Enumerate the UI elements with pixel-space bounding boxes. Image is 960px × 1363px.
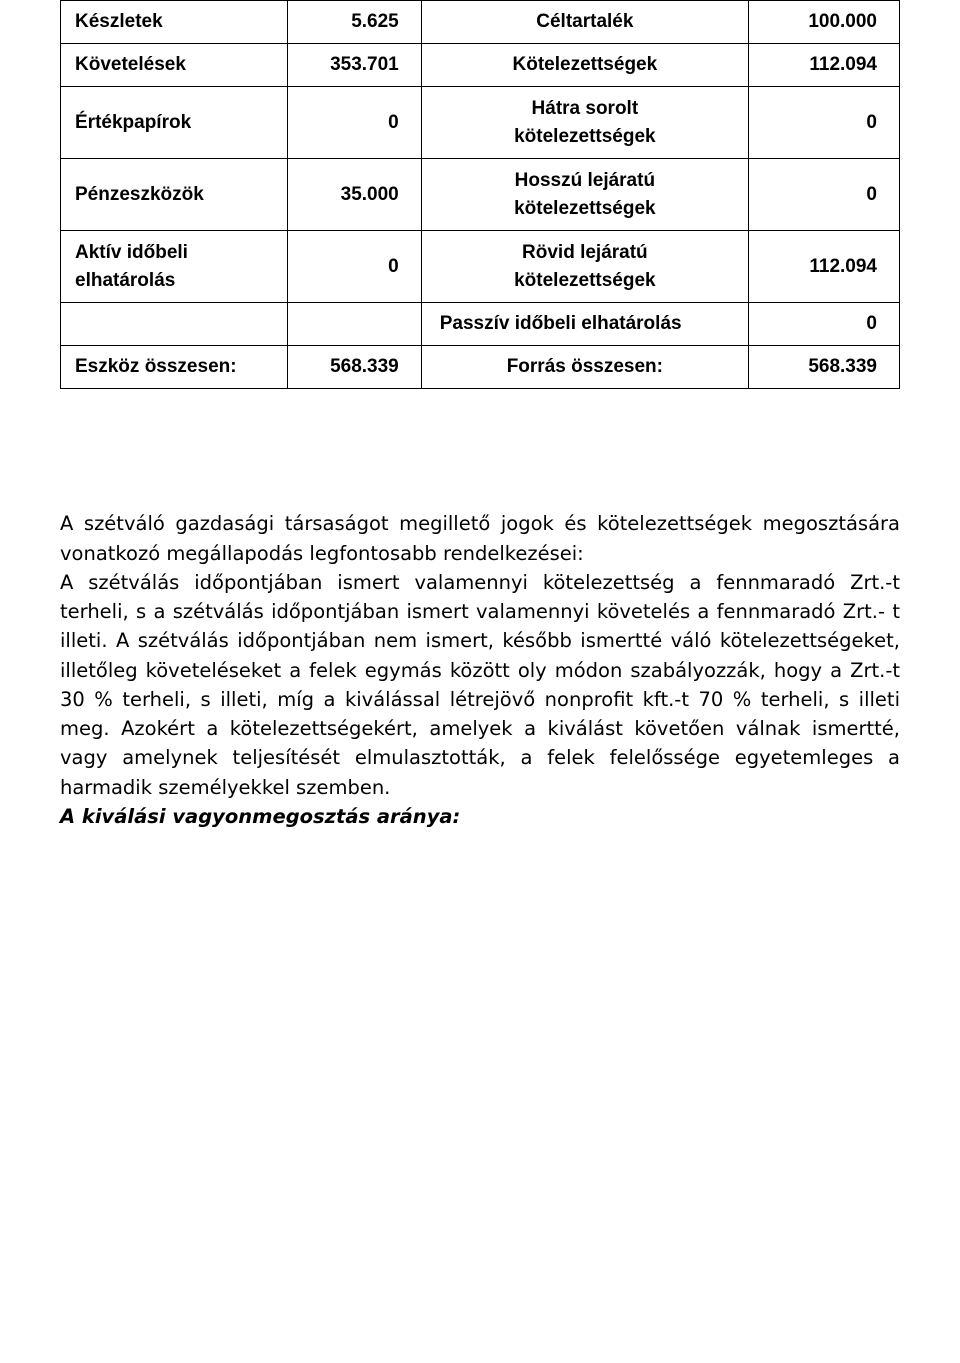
cell-left-value: 5.625 — [287, 1, 421, 44]
cell-left-label: Készletek — [61, 1, 288, 44]
cell-right-label: Hosszú lejáratú kötelezettségek — [421, 159, 748, 231]
cell-total-right-label: Forrás összesen: — [421, 346, 748, 389]
cell-left-label-l2: elhatárolás — [75, 270, 175, 291]
cell-right-label-l2: kötelezettségek — [514, 198, 656, 219]
cell-right-label: Céltartalék — [421, 1, 748, 44]
cell-right-label: Hátra sorolt kötelezettségek — [421, 87, 748, 159]
cell-left-value: 0 — [287, 231, 421, 303]
cell-total-right-value: 568.339 — [748, 346, 899, 389]
table-row-total: Eszköz összesen: 568.339 Forrás összesen… — [61, 346, 900, 389]
cell-left-label: Pénzeszközök — [61, 159, 288, 231]
table-row: Pénzeszközök 35.000 Hosszú lejáratú köte… — [61, 159, 900, 231]
table-row: Értékpapírok 0 Hátra sorolt kötelezettsé… — [61, 87, 900, 159]
subheading: A kiválási vagyonmegosztás aránya: — [60, 802, 900, 831]
table-row: Aktív időbeli elhatárolás 0 Rövid lejára… — [61, 231, 900, 303]
cell-passive-label: Passzív időbeli elhatárolás — [421, 303, 748, 346]
cell-right-label-l2: kötelezettségek — [514, 126, 656, 147]
cell-right-label-l2: kötelezettségek — [514, 270, 656, 291]
cell-left-label: Követelések — [61, 44, 288, 87]
main-paragraph: A szétválás időpontjában ismert valamenn… — [60, 568, 900, 802]
cell-empty — [287, 303, 421, 346]
cell-left-label: Értékpapírok — [61, 87, 288, 159]
cell-total-left-label: Eszköz összesen: — [61, 346, 288, 389]
cell-right-label-l1: Hosszú lejáratú — [515, 170, 655, 191]
cell-right-value: 0 — [748, 159, 899, 231]
table-row: Követelések 353.701 Kötelezettségek 112.… — [61, 44, 900, 87]
cell-right-label: Rövid lejáratú kötelezettségek — [421, 231, 748, 303]
cell-left-value: 353.701 — [287, 44, 421, 87]
body-text-block: A szétváló gazdasági társaságot megillet… — [60, 509, 900, 831]
table-row: Készletek 5.625 Céltartalék 100.000 — [61, 1, 900, 44]
cell-empty — [61, 303, 288, 346]
cell-total-left-value: 568.339 — [287, 346, 421, 389]
cell-right-value: 0 — [748, 87, 899, 159]
balance-table: Készletek 5.625 Céltartalék 100.000 Köve… — [60, 0, 900, 389]
table-row-passive: Passzív időbeli elhatárolás 0 — [61, 303, 900, 346]
intro-paragraph: A szétváló gazdasági társaságot megillet… — [60, 509, 900, 568]
cell-right-value: 100.000 — [748, 1, 899, 44]
cell-left-label-l1: Aktív időbeli — [75, 242, 188, 263]
cell-right-label: Kötelezettségek — [421, 44, 748, 87]
cell-right-value: 112.094 — [748, 231, 899, 303]
cell-right-label-l1: Hátra sorolt — [532, 98, 639, 119]
cell-right-label-l1: Rövid lejáratú — [522, 242, 648, 263]
cell-left-value: 35.000 — [287, 159, 421, 231]
cell-passive-value: 0 — [748, 303, 899, 346]
cell-right-value: 112.094 — [748, 44, 899, 87]
cell-left-value: 0 — [287, 87, 421, 159]
cell-left-label: Aktív időbeli elhatárolás — [61, 231, 288, 303]
balance-table-body: Készletek 5.625 Céltartalék 100.000 Köve… — [61, 1, 900, 389]
